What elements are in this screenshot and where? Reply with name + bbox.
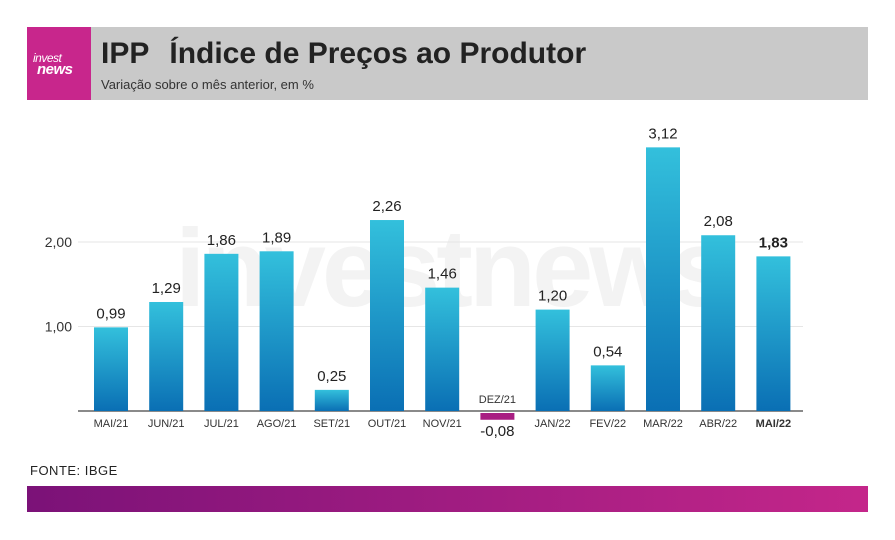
brand-logo: invest news [27, 27, 91, 100]
bar-value-label: 2,26 [372, 198, 401, 215]
logo-text-invest: invest [33, 51, 62, 65]
bar [535, 309, 570, 411]
bar-value-label: 1,86 [207, 232, 236, 249]
x-tick-label: OUT/21 [368, 418, 407, 430]
label-layer: 1,00 2,00 0,99 MAI/21 1,29 JUN/21 1,86 JUL/21 1,… [45, 125, 791, 440]
x-tick-label: JUL/21 [204, 418, 239, 430]
bar [259, 251, 294, 411]
bar [149, 301, 184, 411]
bar [480, 413, 515, 420]
x-tick-label: MAI/21 [94, 418, 129, 430]
bar-value-label: 0,54 [593, 343, 622, 360]
bar [370, 220, 404, 411]
x-tick-label: NOV/21 [423, 418, 462, 430]
bar [590, 365, 625, 411]
bar [646, 147, 680, 412]
source-note: FONTE: IBGE [30, 463, 118, 478]
bar [756, 256, 791, 411]
bar [94, 327, 128, 411]
bar-value-label: -0,08 [480, 423, 514, 440]
bar-value-label: 0,25 [317, 368, 346, 385]
title-text: Índice de Preços ao Produtor [169, 37, 587, 70]
x-tick-label: JAN/22 [535, 418, 571, 430]
bar-value-label: 1,46 [428, 266, 457, 283]
bar-value-label: 1,83 [759, 234, 788, 251]
bar-value-label: 1,20 [538, 288, 567, 305]
x-tick-label: AGO/21 [257, 418, 297, 430]
footer-bar [27, 486, 868, 512]
bar [204, 253, 239, 411]
bar-value-label: 3,12 [648, 125, 677, 142]
x-tick-label: ABR/22 [699, 418, 737, 430]
bar-value-label: 1,89 [262, 229, 291, 246]
bar-value-label: 0,99 [96, 305, 125, 322]
bar [425, 287, 460, 411]
x-tick-label: DEZ/21 [479, 394, 516, 406]
header: invest news IPP Índice de Preços ao Produ… [27, 27, 868, 100]
bar [314, 389, 349, 411]
chart-subtitle: Variação sobre o mês anterior, em % [101, 77, 314, 92]
bar-value-label: 1,29 [152, 280, 181, 297]
x-tick-label: FEV/22 [589, 418, 626, 430]
x-tick-label: SET/21 [313, 418, 350, 430]
x-tick-label: MAI/22 [756, 418, 791, 430]
x-tick-label: MAR/22 [643, 418, 683, 430]
bar [701, 235, 736, 411]
title-code: IPP [101, 37, 150, 70]
bar-value-label: 2,08 [704, 213, 733, 230]
logo-text-news: news [37, 61, 73, 78]
y-tick-label: 2,00 [45, 234, 72, 250]
bar-layer [94, 147, 791, 420]
y-tick-label: 1,00 [45, 319, 72, 335]
chart-title: IPP Índice de Preços ao Produtor [101, 37, 586, 71]
x-tick-label: JUN/21 [148, 418, 185, 430]
